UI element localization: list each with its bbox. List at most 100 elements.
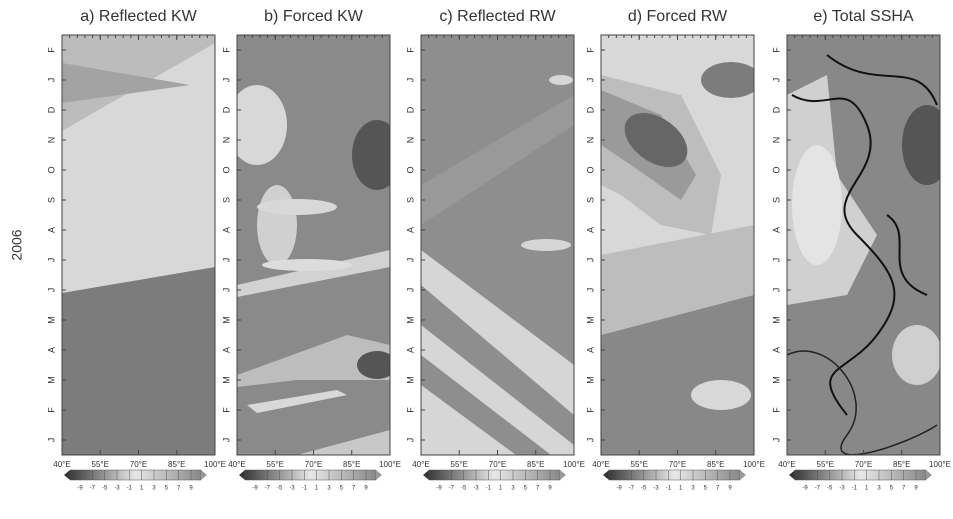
y-tick-label: F xyxy=(221,407,231,413)
contour-region xyxy=(237,250,390,297)
panel: d) Forced RW 40°E 55°E 70°E 85°E 100°E J F M A M J J… xyxy=(585,8,765,491)
contour-region xyxy=(62,267,215,455)
colorbar-arrow xyxy=(239,470,245,480)
colorbar-label: -7 xyxy=(449,486,455,492)
contour-region xyxy=(237,335,390,387)
y-tick-label: O xyxy=(405,166,415,173)
y-tick-label: J xyxy=(221,288,231,293)
x-tick-label: 40°E xyxy=(412,460,429,469)
y-tick-label: M xyxy=(585,316,595,324)
colorbar xyxy=(428,469,561,481)
y-tick-label: M xyxy=(46,376,56,384)
y-tick-label: A xyxy=(585,227,595,233)
colorbar-label: -1 xyxy=(666,486,672,492)
colorbar-label: 9 xyxy=(189,486,193,492)
x-tick-label: 70°E xyxy=(669,460,686,469)
y-tick-label: N xyxy=(585,137,595,144)
y-tick-label: F xyxy=(771,407,781,413)
plot-area xyxy=(237,35,390,455)
contour-region xyxy=(624,113,688,167)
colorbar-label: 7 xyxy=(902,486,906,492)
y-tick-label: J xyxy=(405,78,415,83)
y-tick-label: F xyxy=(46,47,56,53)
colorbar xyxy=(608,469,741,481)
y-tick-label: S xyxy=(405,197,415,203)
y-tick-label: D xyxy=(771,106,781,113)
y-tick-label: J xyxy=(585,258,595,263)
colorbar-label: 3 xyxy=(327,486,331,492)
colorbar-label: 9 xyxy=(548,486,552,492)
x-tick-label: 85°E xyxy=(168,460,185,469)
contour-region xyxy=(421,95,574,225)
colorbar-label: -5 xyxy=(277,486,283,492)
y-tick-label: O xyxy=(585,166,595,173)
colorbar-label: 5 xyxy=(524,486,528,492)
contour-region xyxy=(691,380,751,410)
y-axis-label: 2006 xyxy=(9,229,25,260)
x-tick-label: 85°E xyxy=(707,460,724,469)
x-tick-label: 100°E xyxy=(743,460,765,469)
y-tick-label: S xyxy=(771,197,781,203)
y-tick-label: D xyxy=(46,106,56,113)
contour-region xyxy=(701,62,754,98)
y-tick-label: A xyxy=(771,227,781,233)
contour-region xyxy=(237,85,287,165)
x-tick-label: 100°E xyxy=(929,460,951,469)
panel-title: b) Forced KW xyxy=(264,8,364,25)
colorbar-label: -1 xyxy=(486,486,492,492)
colorbar-label: 3 xyxy=(152,486,156,492)
contour-region xyxy=(352,120,390,190)
x-tick-label: 100°E xyxy=(563,460,585,469)
colorbar-label: 1 xyxy=(499,486,503,492)
panel-title: c) Reflected RW xyxy=(439,8,556,25)
colorbar-label: -5 xyxy=(461,486,467,492)
colorbar-label: 9 xyxy=(728,486,732,492)
y-tick-label: F xyxy=(405,47,415,53)
contour-region xyxy=(297,430,390,455)
y-tick-label: A xyxy=(46,227,56,233)
colorbar-label: -3 xyxy=(473,486,479,492)
y-tick-label: J xyxy=(46,288,56,293)
colorbar-label: -3 xyxy=(114,486,120,492)
y-tick-label: A xyxy=(46,347,56,353)
y-tick-label: F xyxy=(585,47,595,53)
colorbar-label: -3 xyxy=(289,486,295,492)
colorbar-label: -1 xyxy=(302,486,308,492)
contour-region xyxy=(549,75,573,85)
colorbar-label: -9 xyxy=(252,486,258,492)
x-tick-label: 85°E xyxy=(893,460,910,469)
y-tick-label: A xyxy=(221,347,231,353)
y-tick-label: J xyxy=(771,258,781,263)
x-tick-label: 100°E xyxy=(379,460,401,469)
y-tick-label: M xyxy=(405,376,415,384)
colorbar-arrow xyxy=(376,470,382,480)
colorbar-label: -9 xyxy=(616,486,622,492)
plot-area xyxy=(62,35,215,455)
y-tick-label: F xyxy=(46,407,56,413)
contour-region xyxy=(826,54,938,296)
contour-region xyxy=(421,385,516,455)
colorbar-arrow xyxy=(740,470,746,480)
y-tick-label: N xyxy=(221,137,231,144)
panel-title: e) Total SSHA xyxy=(813,8,914,25)
y-tick-label: F xyxy=(405,407,415,413)
x-tick-label: 55°E xyxy=(817,460,834,469)
colorbar-arrow xyxy=(789,470,795,480)
contour-region xyxy=(257,199,337,215)
colorbar-label: 7 xyxy=(716,486,720,492)
panel: c) Reflected RW 40°E 55°E 70°E 85°E 100°E J F M A… xyxy=(405,8,585,491)
colorbar-label: 5 xyxy=(165,486,169,492)
contour-region xyxy=(902,105,940,185)
colorbar-label: 5 xyxy=(704,486,708,492)
contour-region xyxy=(892,325,940,385)
y-tick-label: A xyxy=(771,347,781,353)
y-tick-label: M xyxy=(405,316,415,324)
x-tick-label: 100°E xyxy=(204,460,226,469)
plot-area xyxy=(787,35,940,455)
y-tick-label: N xyxy=(771,137,781,144)
colorbar xyxy=(794,469,927,481)
x-tick-label: 70°E xyxy=(855,460,872,469)
contour-region xyxy=(601,295,754,455)
colorbar-label: -9 xyxy=(77,486,83,492)
y-tick-label: D xyxy=(405,106,415,113)
